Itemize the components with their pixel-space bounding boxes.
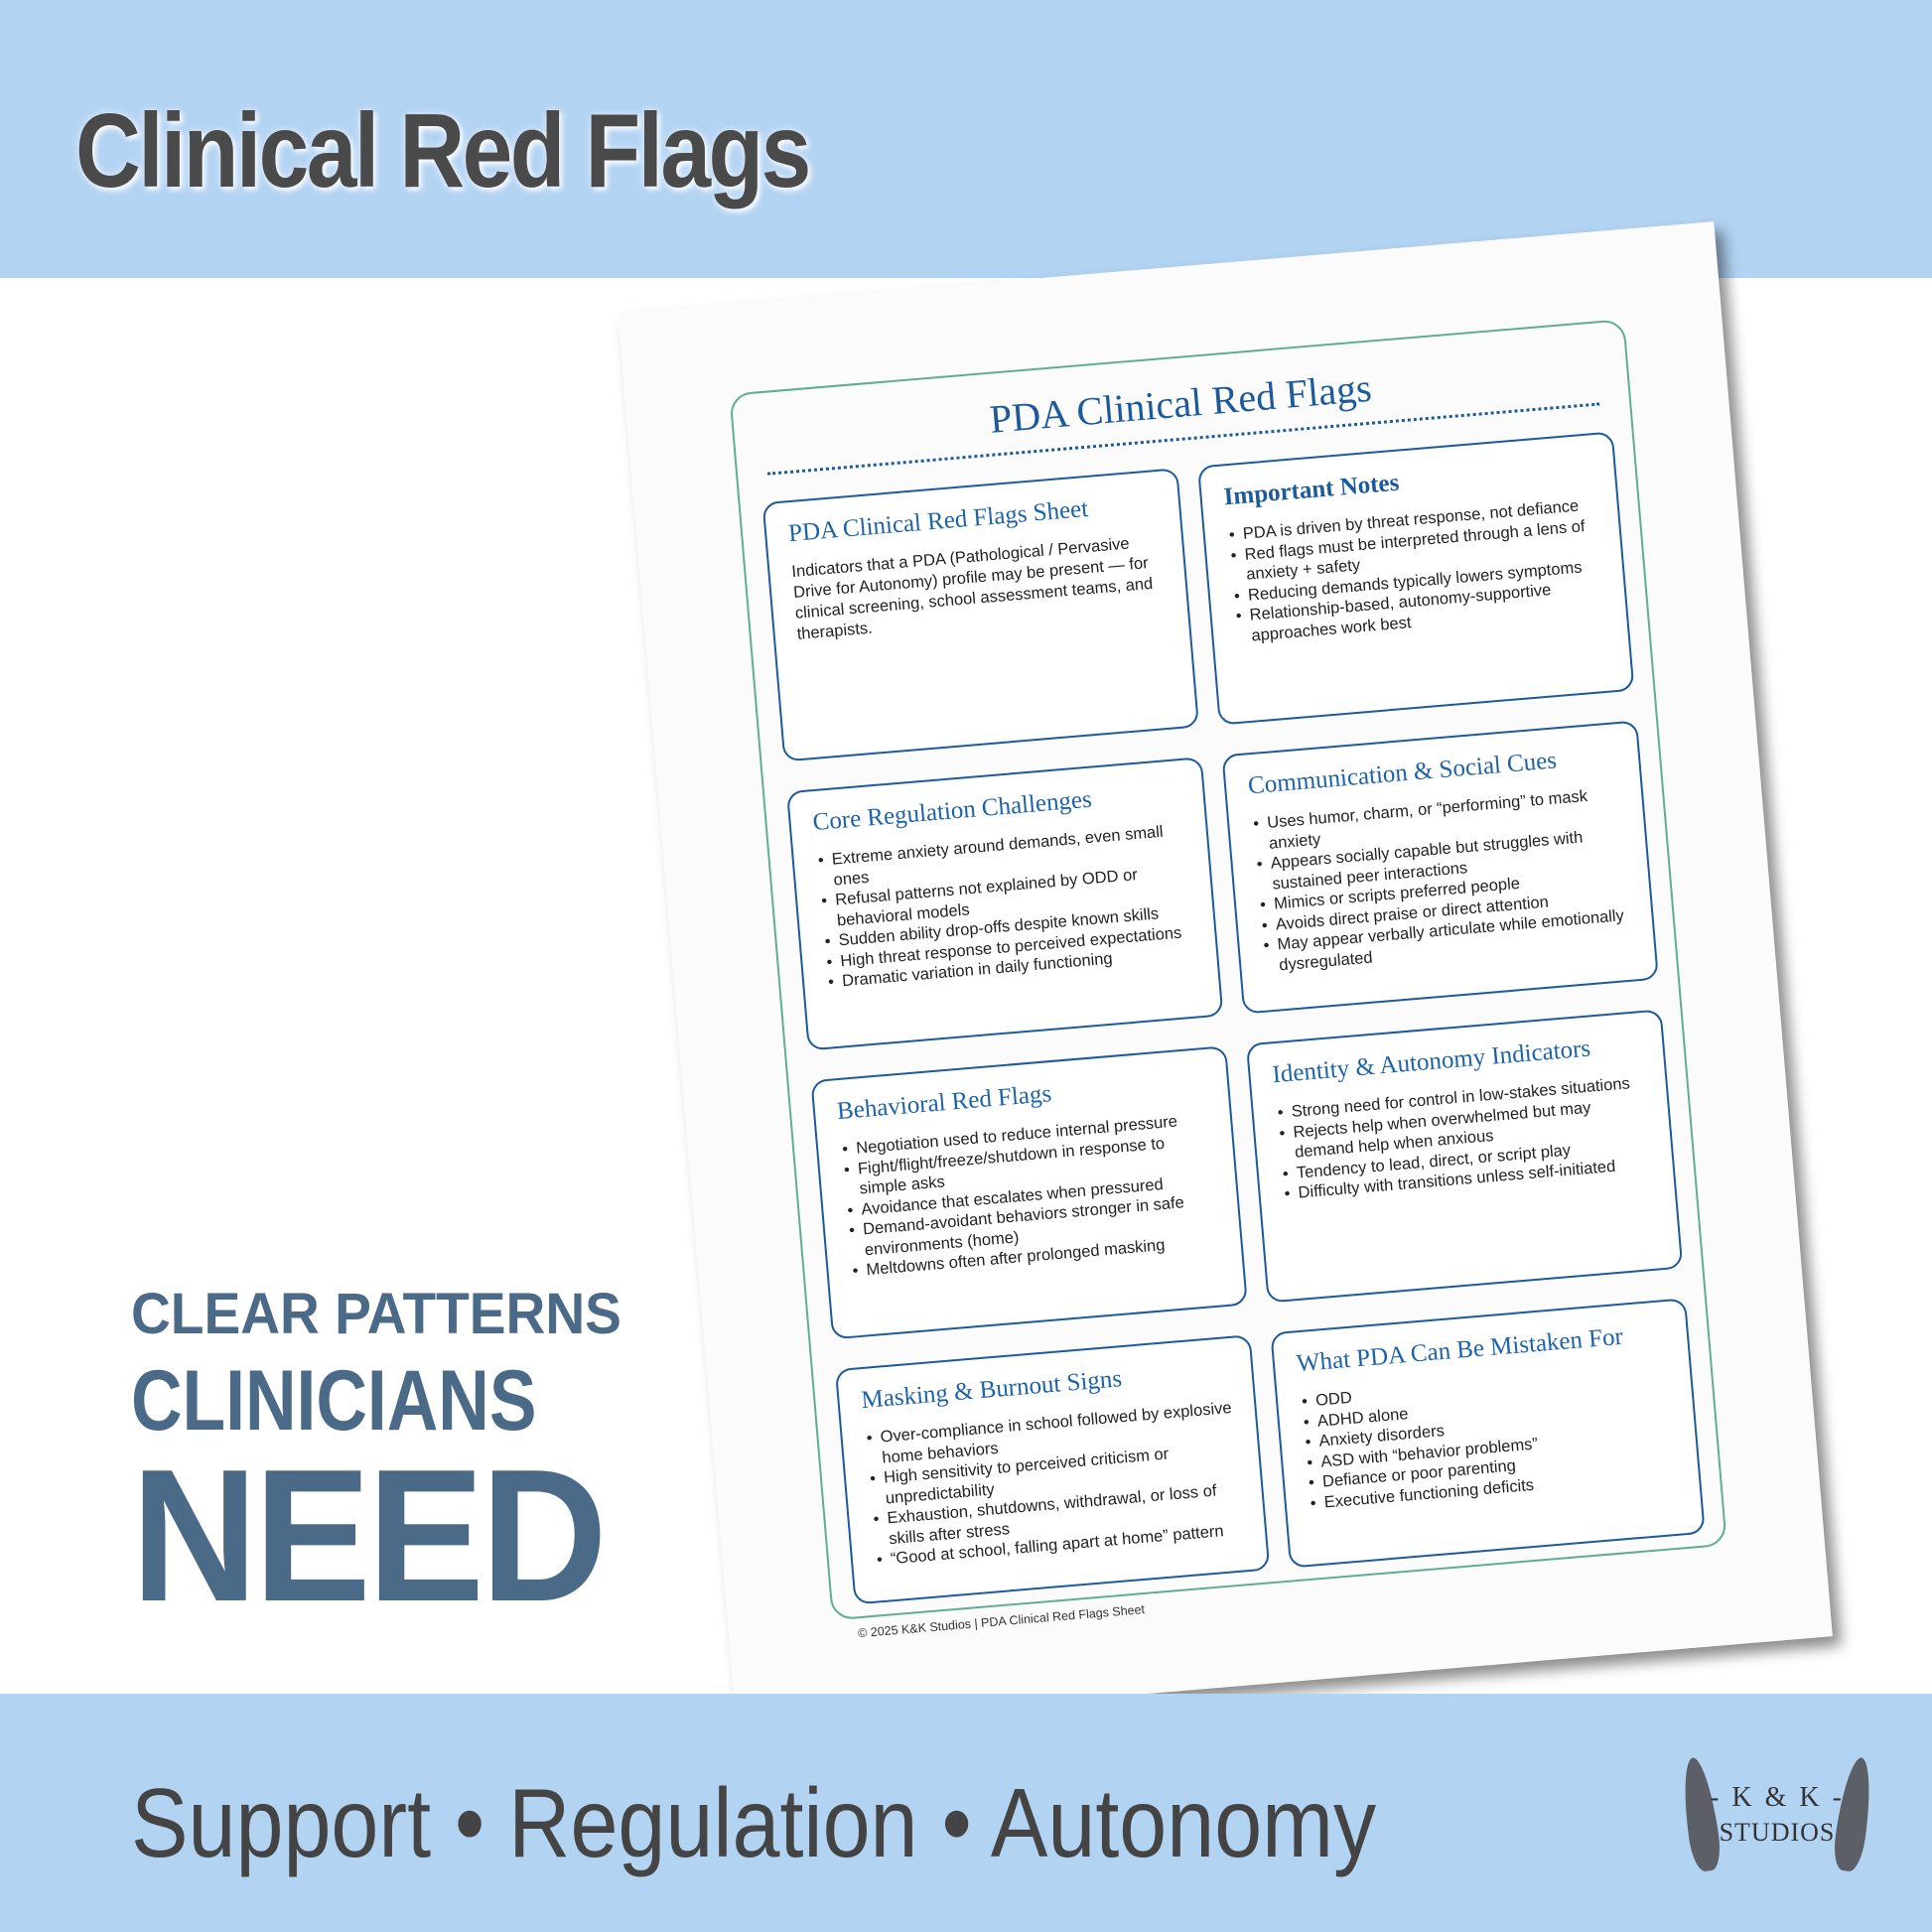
slogan: Support • Regulation • Autonomy (131, 1768, 1377, 1877)
tagline-line-2: CLINICIANS (131, 1353, 537, 1449)
card-identity: Identity & Autonomy Indicators Strong ne… (1245, 1009, 1684, 1304)
bullet-list: Over-compliance in school followed by ex… (864, 1398, 1244, 1571)
kk-studios-logo: - K & K - STUDIOS (1678, 1752, 1876, 1881)
card-text: Indicators that a PDA (Pathological / Pe… (790, 534, 1154, 643)
bullet-list: Uses humor, charm, or “performing” to ma… (1251, 783, 1632, 977)
sheet-frame: PDA Clinical Red Flags PDA Clinical Red … (729, 319, 1727, 1621)
card-masking: Masking & Burnout Signs Over-compliance … (834, 1334, 1271, 1605)
feather-icon (1678, 1755, 1724, 1873)
card-notes: Important Notes PDA is driven by threat … (1197, 431, 1635, 726)
bullet-list: Negotiation used to reduce internal pres… (840, 1109, 1220, 1282)
bullet-list: PDA is driven by threat response, not de… (1226, 494, 1604, 647)
logo-line-1: - K & K - (1710, 1782, 1845, 1813)
card-intro: PDA Clinical Red Flags Sheet Indicators … (761, 468, 1200, 762)
tagline-line-1: CLEAR PATTERNS (131, 1282, 621, 1346)
card-mistaken-for: What PDA Can Be Mistaken For ODDADHD alo… (1270, 1298, 1706, 1569)
card-core: Core Regulation Challenges Extreme anxie… (785, 757, 1224, 1051)
card-communication: Communication & Social Cues Uses humor, … (1221, 720, 1659, 1015)
tagline-line-3: NEED (131, 1431, 608, 1641)
logo-line-2: STUDIOS (1719, 1818, 1836, 1847)
page-title: Clinical Red Flags (75, 92, 811, 209)
bullet-list: Extreme anxiety around demands, even sma… (815, 820, 1195, 993)
bullet-list: Strong need for control in low-stakes si… (1275, 1072, 1651, 1204)
sheet-preview: PDA Clinical Red Flags PDA Clinical Red … (618, 221, 1833, 1728)
footer-band (0, 1694, 1932, 1932)
bullet-list: ODDADHD aloneAnxiety disordersASD with “… (1299, 1361, 1677, 1514)
feather-icon (1831, 1755, 1876, 1873)
card-behavioral: Behavioral Red Flags Negotiation used to… (810, 1045, 1248, 1340)
